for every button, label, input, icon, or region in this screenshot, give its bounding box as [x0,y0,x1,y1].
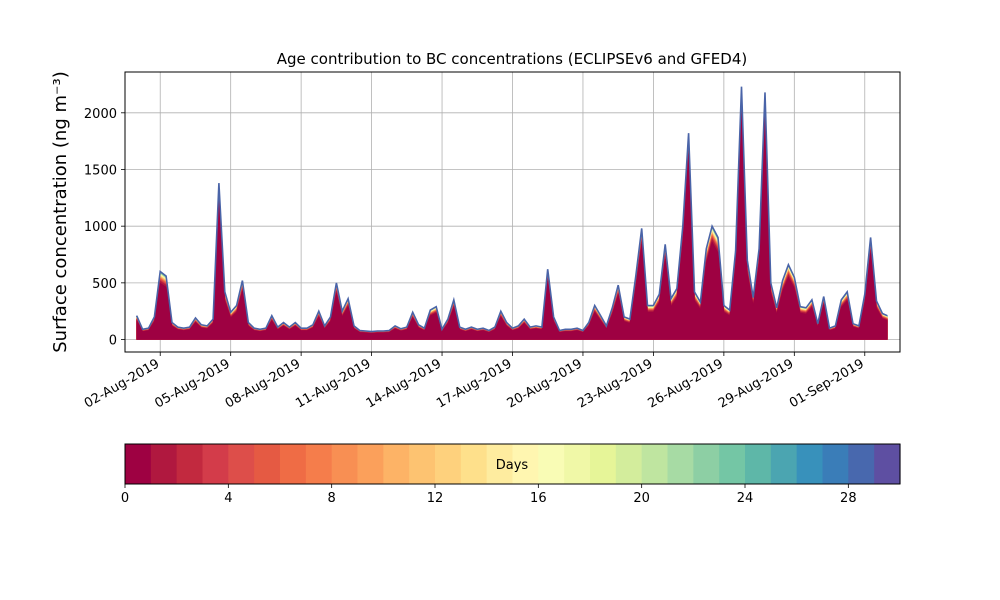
y-tick-label: 500 [92,277,117,292]
y-tick-label: 1000 [84,220,117,235]
x-tick-label: 01-Sep-2019 [787,356,867,411]
colorbar-cell [383,444,410,484]
colorbar-cell [331,444,359,484]
x-tick-label: 02-Aug-2019 [82,356,162,411]
colorbar-frame [124,443,901,485]
colorbar-cell [486,444,514,484]
colorbar-cell [590,444,617,484]
colorbar-cell [822,444,849,484]
stacked-area-plot [135,86,888,340]
x-axis: 02-Aug-201905-Aug-201908-Aug-201911-Aug-… [82,352,867,412]
colorbar-cell [745,444,772,484]
colorbar-cell [460,444,488,484]
colorbar-tick-label: 16 [530,491,547,506]
colorbar-cell [150,444,178,484]
colorbar-cell [228,444,255,484]
colorbar-cell [874,444,901,484]
colorbar-label: Days [496,458,529,473]
colorbar-cell [435,444,462,484]
colorbar-cell [280,444,307,484]
colorbar-cell [125,444,152,484]
y-axis-label: Surface concentration (ng m⁻³) [50,71,71,353]
colorbar-cell [512,444,539,484]
y-tick-label: 0 [109,334,117,349]
age-band-1-days [136,108,888,340]
colorbar-cell [564,444,591,484]
colorbar-cell [693,444,720,484]
x-tick-label: 17-Aug-2019 [434,356,514,411]
age-band-2-days [136,106,888,340]
x-tick-label: 23-Aug-2019 [575,356,655,411]
y-tick-label: 2000 [84,107,117,122]
colorbar-cell [176,444,204,484]
x-tick-label: 26-Aug-2019 [646,356,726,411]
x-tick-label: 20-Aug-2019 [505,356,585,411]
colorbar-cell [409,444,436,484]
colorbar-tick-label: 0 [121,491,129,506]
y-axis: 0 500 1000 1500 2000 [84,107,125,349]
total-concentration-line [135,86,888,333]
colorbar-cell [848,444,875,484]
colorbar-tick-label: 24 [737,491,754,506]
colorbar-tick-label: 12 [427,491,444,506]
y-tick-label: 1500 [84,163,117,178]
x-tick-label: 14-Aug-2019 [364,356,444,411]
chart-title: Age contribution to BC concentrations (E… [277,50,748,68]
x-tick-label: 05-Aug-2019 [152,356,232,411]
colorbar-cell [357,444,384,484]
x-tick-label: 08-Aug-2019 [223,356,303,411]
colorbar-cell [641,444,669,484]
colorbar: Days 0 4 8 12 16 20 24 28 [121,443,901,506]
colorbar-cell [719,444,746,484]
colorbar-cell [615,444,643,484]
colorbar-cell [667,444,694,484]
colorbar-cell [305,444,333,484]
colorbar-tick-label: 4 [224,491,232,506]
x-tick-label: 29-Aug-2019 [716,356,796,411]
colorbar-tick-label: 28 [840,491,857,506]
colorbar-cell [796,444,824,484]
x-tick-label: 11-Aug-2019 [293,356,373,411]
colorbar-cell [254,444,281,484]
colorbar-cell [770,444,798,484]
colorbar-cell [202,444,229,484]
colorbar-cell [538,444,565,484]
colorbar-tick-label: 20 [633,491,650,506]
colorbar-tick-label: 8 [328,491,336,506]
